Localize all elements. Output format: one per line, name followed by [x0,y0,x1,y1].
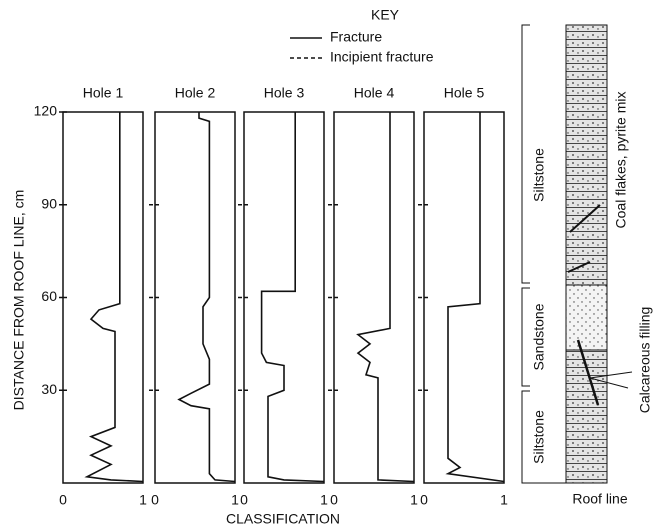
key-item: Fracture [330,29,382,45]
panel-frame [155,112,235,483]
note: Calcareous filling [637,307,653,414]
y-tick-label: 30 [41,381,57,397]
x-tick-label: 1 [139,492,147,508]
x-tick-label: 0 [59,492,67,508]
rock-label: Siltstone [531,410,547,464]
profile-line [358,112,414,482]
x-tick-label: 1 [231,492,239,508]
y-tick-label: 90 [41,195,57,211]
key-item: Incipient fracture [330,49,434,65]
y-tick-label: 60 [41,288,57,304]
y-axis-label: DISTANCE FROM ROOF LINE, cm [11,190,27,411]
rock-label: Siltstone [531,148,547,202]
profile-line [448,112,504,482]
y-tick-label: 120 [34,103,58,119]
panel-title: Hole 2 [175,85,216,101]
bracket [522,25,530,483]
panel-frame [334,112,414,483]
panel-title: Hole 1 [83,85,124,101]
panel-title: Hole 3 [264,85,305,101]
rock-label: Sandstone [531,303,547,370]
x-axis-label: CLASSIFICATION [226,511,340,527]
panel-title: Hole 5 [444,85,485,101]
panel-frame [63,112,143,483]
siltstone-layer [566,25,607,285]
x-tick-label: 0 [151,492,159,508]
key-title: KEY [371,7,400,23]
x-tick-label: 0 [420,492,428,508]
note: Coal flakes, pyrite mix [613,92,629,229]
x-tick-label: 0 [240,492,248,508]
panel-frame [424,112,504,483]
profile-line [179,112,235,482]
x-tick-label: 1 [320,492,328,508]
panel-frame [244,112,324,483]
base-label: Roof line [572,491,627,507]
sandstone-layer [566,285,607,350]
lithology-column: Siltstone Sandstone Siltstone Coal flake… [522,25,653,507]
figure: KEY Fracture Incipient fracture DISTANCE… [0,0,660,530]
x-tick-label: 1 [500,492,508,508]
profile-line [262,112,324,482]
x-tick-label: 0 [330,492,338,508]
profile-line [87,112,143,482]
x-tick-label: 1 [410,492,418,508]
panel-title: Hole 4 [354,85,395,101]
